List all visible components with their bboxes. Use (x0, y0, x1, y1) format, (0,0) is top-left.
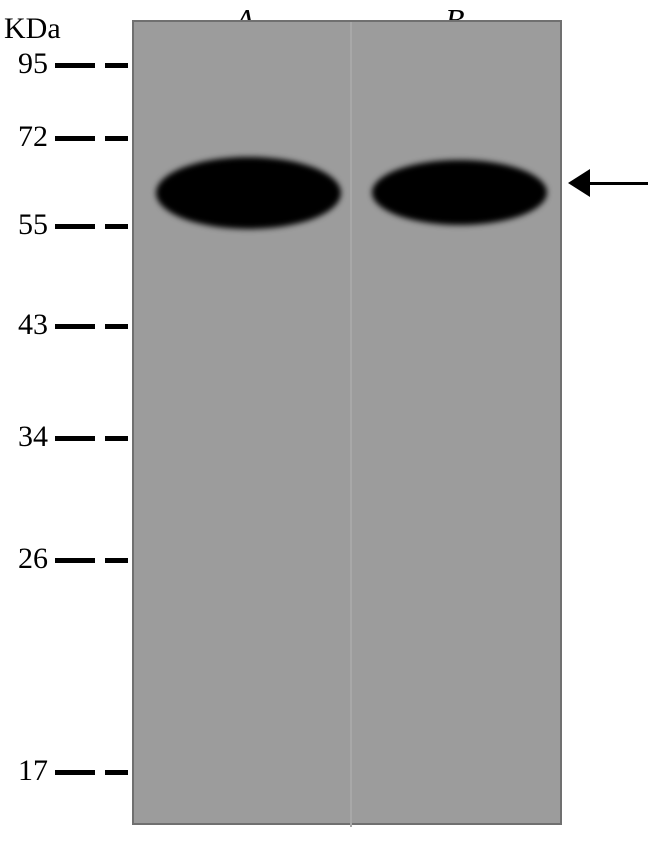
mw-label-17: 17 (8, 754, 48, 788)
mw-label-72: 72 (8, 120, 48, 154)
blot-figure: KDa 95725543342617 AB (0, 0, 650, 849)
mw-tick (105, 136, 128, 141)
mw-tick (55, 136, 95, 141)
kda-unit-label: KDa (4, 12, 61, 46)
mw-label-55: 55 (8, 208, 48, 242)
mw-tick (105, 324, 128, 329)
mw-tick (55, 224, 95, 229)
arrow-shaft (582, 182, 648, 185)
mw-tick (55, 770, 95, 775)
mw-label-26: 26 (8, 542, 48, 576)
mw-tick (55, 324, 95, 329)
mw-tick (105, 63, 128, 68)
mw-tick (55, 63, 95, 68)
arrow-head-icon (568, 169, 590, 197)
mw-tick (105, 770, 128, 775)
mw-tick (105, 436, 128, 441)
mw-tick (55, 436, 95, 441)
mw-tick (105, 558, 128, 563)
mw-tick (55, 558, 95, 563)
mw-label-34: 34 (8, 420, 48, 454)
mw-tick (105, 224, 128, 229)
lane-divider (350, 22, 352, 827)
mw-label-95: 95 (8, 47, 48, 81)
blot-membrane (132, 20, 562, 825)
protein-band-lane-A (156, 157, 341, 229)
mw-label-43: 43 (8, 308, 48, 342)
protein-band-lane-B (372, 160, 547, 225)
